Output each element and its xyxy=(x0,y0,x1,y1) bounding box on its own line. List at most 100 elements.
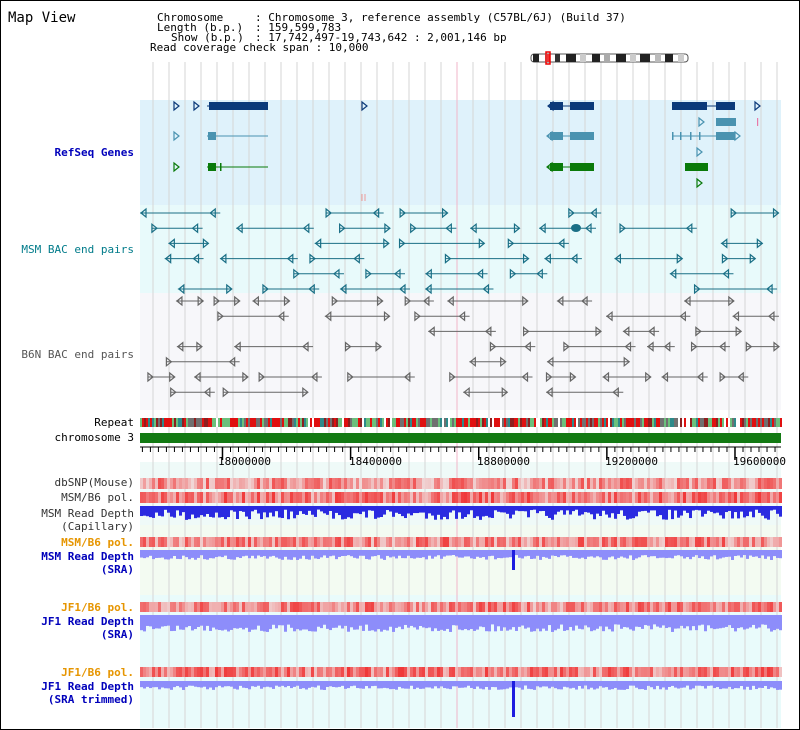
repeat-segment xyxy=(486,418,488,427)
sra-track-bg xyxy=(140,525,781,595)
b6n-bac-pair-end xyxy=(695,326,702,337)
jf1-b6-pol-heat-cell xyxy=(443,667,446,677)
dbsnp-heat-cell xyxy=(143,478,146,489)
b6n-bac-pair-end xyxy=(302,386,309,398)
msm-depth-sra-bar xyxy=(500,550,503,559)
jf1-depth-sra-bar xyxy=(764,615,767,625)
repeat-segment xyxy=(576,418,578,427)
jf1-b6-pol-heat-cell xyxy=(263,602,266,612)
jf1-b6-pol-heat-cell xyxy=(287,667,290,677)
msm-bac-pair-end xyxy=(478,238,486,249)
msm-depth-capillary-bar xyxy=(569,506,572,515)
msm-b6-pol-heat-cell xyxy=(329,492,332,503)
jf1-depth-trimmed-bar xyxy=(458,681,461,688)
msm-b6-pol-heat-cell xyxy=(737,537,740,547)
msm-depth-capillary-bar xyxy=(212,506,215,518)
track-label-repeat[interactable]: Repeat xyxy=(94,416,134,429)
msm-depth-capillary-bar xyxy=(680,506,683,516)
jf1-depth-trimmed-bar xyxy=(572,681,575,688)
length-value: : 159,599,783 xyxy=(255,21,342,34)
repeat-segment xyxy=(444,418,446,427)
jf1-b6-pol-heat-cell xyxy=(485,602,488,612)
dbsnp-heat-cell xyxy=(212,478,215,489)
jf1-b6-pol-heat-cell xyxy=(533,667,536,677)
msm-b6-pol-heat-cell xyxy=(728,537,731,547)
msm-bac-pair-end xyxy=(522,253,530,264)
jf1-b6-pol-heat-cell xyxy=(407,667,410,677)
msm-b6-pol-heat-cell xyxy=(761,537,764,547)
dbsnp-heat-cell xyxy=(257,478,260,489)
msm-b6-pol-heat-cell xyxy=(740,537,743,547)
msm-bac-pair-end xyxy=(314,238,322,249)
jf1-depth-sra-bar xyxy=(338,615,341,626)
b6n-bac-pair-end xyxy=(719,371,727,383)
msm-b6-pol-heat-cell xyxy=(341,537,344,547)
msm-depth-sra-bar xyxy=(524,550,527,557)
repeat-segment xyxy=(154,418,156,427)
msm-depth-capillary-bar xyxy=(530,506,533,511)
msm-b6-pol-heat-cell xyxy=(368,492,371,503)
jf1-b6-pol-heat-cell xyxy=(572,667,575,677)
repeat-segment xyxy=(698,418,700,427)
msm-depth-sra-bar xyxy=(731,550,734,560)
msm-depth-sra-bar xyxy=(440,550,443,559)
jf1-depth-sra-bar xyxy=(758,615,761,628)
track-label-msm-b6-pol-2[interactable]: MSM/B6 pol. xyxy=(61,536,134,549)
track-label-msm-b6-pol-1[interactable]: MSM/B6 pol. xyxy=(61,491,134,504)
msm-depth-capillary-bar xyxy=(524,506,527,512)
track-label-jf1-depth-trimmed[interactable]: JF1 Read Depth xyxy=(41,680,134,693)
msm-b6-pol-heat-cell xyxy=(218,537,221,547)
jf1-depth-trimmed-bar xyxy=(530,681,533,690)
track-label-dbsnp[interactable]: dbSNP(Mouse) xyxy=(54,476,134,489)
msm-b6-pol-heat-cell xyxy=(344,537,347,547)
track-label-jf1-depth-sra[interactable]: JF1 Read Depth xyxy=(41,615,134,628)
jf1-depth-trimmed-bar xyxy=(668,681,671,688)
jf1-depth-sra-bar xyxy=(572,615,575,631)
msm-b6-pol-heat-cell xyxy=(704,537,707,547)
track-label-msm-bac[interactable]: MSM BAC end pairs xyxy=(21,243,134,256)
jf1-b6-pol-heat-cell xyxy=(734,602,737,612)
repeat-segment xyxy=(410,418,412,427)
jf1-b6-pol-heat-cell xyxy=(293,602,296,612)
jf1-b6-pol-heat-cell xyxy=(554,667,557,677)
msm-b6-pol-heat-cell xyxy=(755,537,758,547)
dbsnp-heat-cell xyxy=(611,478,614,489)
msm-b6-pol-heat-cell xyxy=(764,537,767,547)
repeat-segment xyxy=(560,418,562,427)
repeat-segment xyxy=(628,418,630,427)
msm-b6-pol-heat-cell xyxy=(653,492,656,503)
track-label-chromosome[interactable]: chromosome 3 xyxy=(54,431,134,444)
repeat-segment xyxy=(530,418,532,427)
track-label-msm-depth-sra[interactable]: MSM Read Depth xyxy=(41,550,134,563)
refseq-gene-exon xyxy=(570,132,594,140)
jf1-depth-sra-bar xyxy=(650,615,653,630)
track-label-b6n-bac[interactable]: B6N BAC end pairs xyxy=(21,348,134,361)
msm-b6-pol-heat-cell xyxy=(410,537,413,547)
repeat-segment xyxy=(496,418,498,427)
jf1-depth-trimmed-bar xyxy=(239,681,242,686)
msm-b6-pol-heat-cell xyxy=(479,492,482,503)
track-label-refseq[interactable]: RefSeq Genes xyxy=(54,146,134,159)
jf1-b6-pol-heat-cell xyxy=(521,667,524,677)
jf1-b6-pol-heat-cell xyxy=(716,602,719,612)
msm-b6-pol-heat-cell xyxy=(254,537,257,547)
track-label-jf1-b6-pol-2[interactable]: JF1/B6 pol. xyxy=(61,666,134,679)
jf1-depth-sra-bar xyxy=(179,615,182,630)
msm-depth-sra-bar xyxy=(359,550,362,556)
track-label-msm-depth-capillary[interactable]: MSM Read Depth xyxy=(41,507,134,520)
jf1-depth-trimmed-bar xyxy=(497,681,500,690)
dbsnp-heat-cell xyxy=(779,478,782,489)
jf1-depth-trimmed-bar xyxy=(167,681,170,689)
jf1-depth-trimmed-bar xyxy=(578,681,581,686)
refseq-gene-exon xyxy=(716,102,735,110)
jf1-depth-trimmed-bar xyxy=(716,681,719,688)
jf1-b6-pol-heat-cell xyxy=(572,602,575,612)
jf1-b6-pol-heat-cell xyxy=(182,602,185,612)
jf1-b6-pol-heat-cell xyxy=(689,667,692,677)
track-label-jf1-b6-pol-1[interactable]: JF1/B6 pol. xyxy=(61,601,134,614)
refseq-gene-exon xyxy=(213,132,215,140)
msm-b6-pol-heat-cell xyxy=(677,492,680,503)
repeat-segment xyxy=(712,418,714,427)
msm-bac-pair-end xyxy=(476,268,484,280)
